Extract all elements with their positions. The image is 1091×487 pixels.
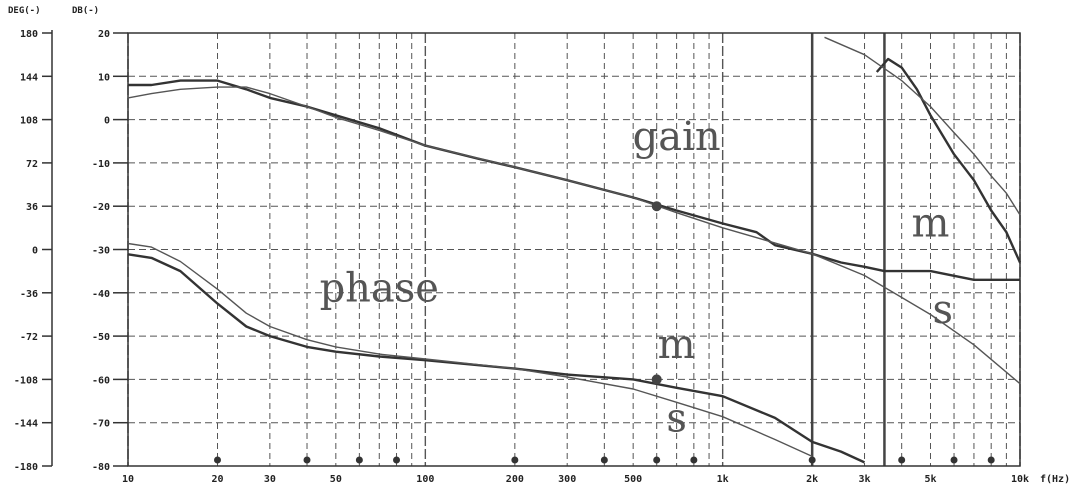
axis-marker [511,456,519,464]
phase-tick-label: 108 [20,116,38,127]
gain-tick-label: -30 [92,246,110,257]
axis-marker [355,456,363,464]
x-tick-label: 100 [416,474,434,485]
gain-tick-label: -40 [92,289,110,300]
series-phase-m [127,253,866,464]
x-tick-label: 200 [506,474,524,485]
phase-tick-label: 0 [32,246,38,257]
phase-axis: 180 144 108 72 36 0 -36 -72 -108 -144 -180 [14,29,53,473]
x-tick-label: 10 [122,474,134,485]
phase-tick-label: -180 [14,462,38,473]
phase-tick-label: 72 [26,159,38,170]
axis-marker [303,456,311,464]
axis-marker [214,456,222,464]
phase-tick-label: -36 [20,289,38,300]
series-gain_hf-s [824,36,1021,216]
gain-tick-label: -50 [92,332,110,343]
gain-tick-label: 20 [98,29,110,40]
series-gain_hf-m [875,57,1022,263]
x-tick-label: 10k [1011,474,1029,485]
phase-tick-label: 180 [20,29,38,40]
axis-marker [950,456,958,464]
x-tick-label: 3k [859,474,871,485]
annotation-phase: phase [320,265,439,311]
annotation-s: s [666,395,687,441]
axis-marker [898,456,906,464]
axis-marker [600,456,608,464]
axis-marker [393,456,401,464]
annotation-m: m [658,322,696,368]
annotation-s: s [933,287,954,333]
curve-marker [651,201,662,212]
series-gain-s [127,86,1021,385]
gain-axis: 20 10 0 -10 -20 -30 -40 -50 -60 -70 -80 [92,29,128,473]
curve-marker [651,374,662,385]
axis-marker [653,456,661,464]
annotation-m: m [912,201,950,247]
axis-marker [987,456,995,464]
gain-tick-label: -80 [92,462,110,473]
phase-tick-label: -144 [14,419,38,430]
phase-tick-label: -108 [14,375,38,386]
gain-axis-label: DB(-) [72,6,99,16]
series-phase-s [127,242,813,458]
grid [127,32,1021,467]
x-tick-label: 1k [717,474,729,485]
gain-tick-label: -70 [92,419,110,430]
x-axis: 10 20 30 50 100 200 300 500 1k 2k 3k 5k 10k [122,456,1029,485]
x-tick-label: 30 [264,474,276,485]
axis-marker [690,456,698,464]
gain-tick-label: -60 [92,375,110,386]
axis-marker [808,456,816,464]
x-tick-label: 5k [924,474,936,485]
gain-tick-label: -10 [92,159,110,170]
phase-tick-label: 36 [26,202,38,213]
phase-axis-label: DEG(-) [8,6,41,16]
phase-tick-label: 144 [20,72,38,83]
x-tick-label: 2k [806,474,818,485]
gain-tick-label: -20 [92,202,110,213]
gain-tick-label: 0 [104,116,110,127]
phase-tick-label: -72 [20,332,38,343]
x-axis-label: f(Hz) [1040,474,1070,485]
gain-tick-label: 10 [98,72,110,83]
x-tick-label: 500 [624,474,642,485]
annotation-gain: gain [633,114,721,160]
series-layer [127,36,1022,464]
x-tick-label: 300 [558,474,576,485]
x-tick-label: 50 [330,474,342,485]
x-tick-label: 20 [211,474,223,485]
